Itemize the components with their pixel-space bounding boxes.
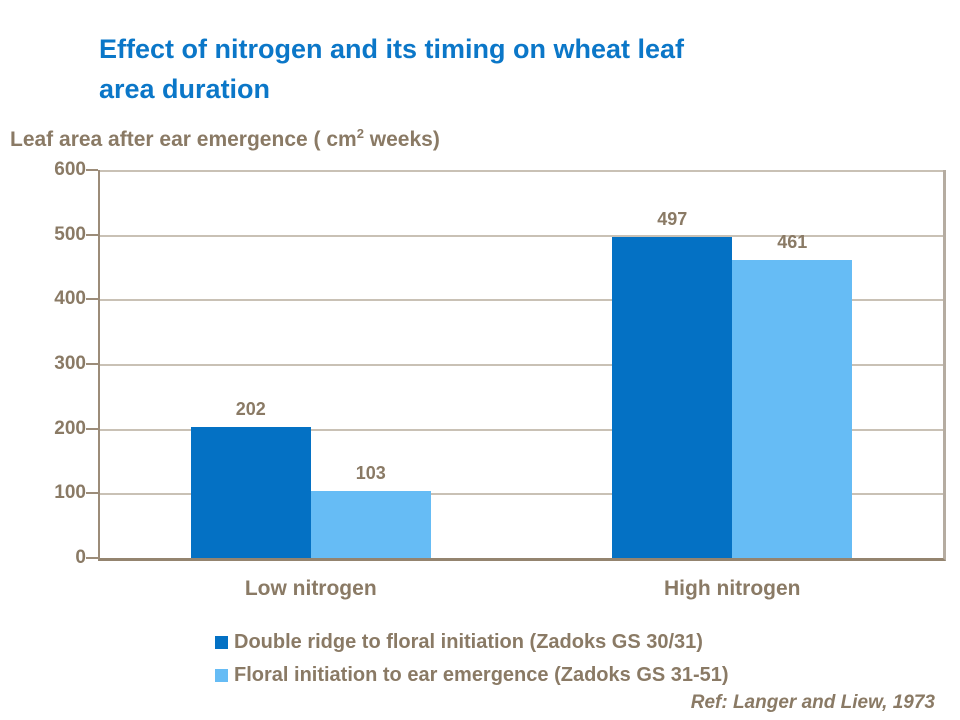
y-axis-title-text: Leaf area after ear emergence ( cm	[10, 128, 357, 151]
page-title: Effect of nitrogen and its timing on whe…	[99, 29, 839, 109]
category-label-low-nitrogen: Low nitrogen	[244, 577, 377, 600]
legend-swatch-light-blue	[215, 668, 228, 682]
category-label-high-nitrogen: High nitrogen	[664, 577, 801, 600]
bar-low-nitrogen-series1	[190, 427, 311, 558]
page-title-line1: Effect of nitrogen and its timing on whe…	[99, 34, 685, 64]
y-tick-mark-0	[86, 557, 98, 559]
y-tick-label-500: 500	[54, 223, 86, 245]
legend-item-series2: Floral initiation to ear emergence (Zado…	[215, 662, 729, 688]
y-tick-mark-500	[86, 233, 98, 236]
bar-low-nitrogen-series2	[310, 491, 431, 558]
y-axis-title-units: weeks)	[363, 128, 440, 151]
y-tick-mark-200	[86, 427, 98, 430]
gridline-200	[100, 428, 943, 431]
value-label-461: 461	[777, 231, 808, 252]
gridline-500	[100, 234, 943, 237]
legend-label-series1: Double ridge to floral initiation (Zadok…	[234, 630, 703, 653]
value-label-103: 103	[355, 463, 386, 484]
value-label-202: 202	[235, 399, 266, 420]
reference-note: Ref: Langer and Liew, 1973	[690, 692, 935, 713]
value-label-497: 497	[657, 208, 688, 229]
legend-item-series1: Double ridge to floral initiation (Zadok…	[215, 629, 729, 655]
page-title-line2: area duration	[99, 74, 271, 104]
superscript-2: 2	[356, 126, 364, 141]
legend-swatch-dark-blue	[215, 635, 228, 649]
y-tick-mark-300	[86, 363, 98, 365]
y-tick-label-300: 300	[54, 353, 86, 374]
chart-plot-area: 202 103 497 461	[98, 170, 946, 561]
chart-y-axis-title: Leaf area after ear emergence ( cm2 week…	[10, 126, 440, 152]
gridline-400	[100, 299, 943, 302]
chart-legend: Double ridge to floral initiation (Zadok…	[215, 629, 729, 695]
y-tick-label-100: 100	[54, 482, 86, 504]
y-tick-mark-100	[86, 492, 98, 495]
y-tick-label-400: 400	[54, 288, 86, 310]
legend-label-series2: Floral initiation to ear emergence (Zado…	[234, 663, 729, 686]
bar-high-nitrogen-series2	[732, 259, 853, 558]
y-tick-label-600: 600	[54, 159, 86, 180]
y-tick-mark-400	[86, 298, 98, 301]
gridline-100	[100, 493, 943, 496]
y-tick-label-200: 200	[54, 417, 86, 439]
gridline-600	[100, 170, 943, 172]
y-tick-label-0: 0	[75, 547, 86, 568]
y-tick-mark-600	[86, 169, 98, 171]
bar-high-nitrogen-series1	[612, 236, 733, 558]
gridline-300	[100, 364, 943, 366]
